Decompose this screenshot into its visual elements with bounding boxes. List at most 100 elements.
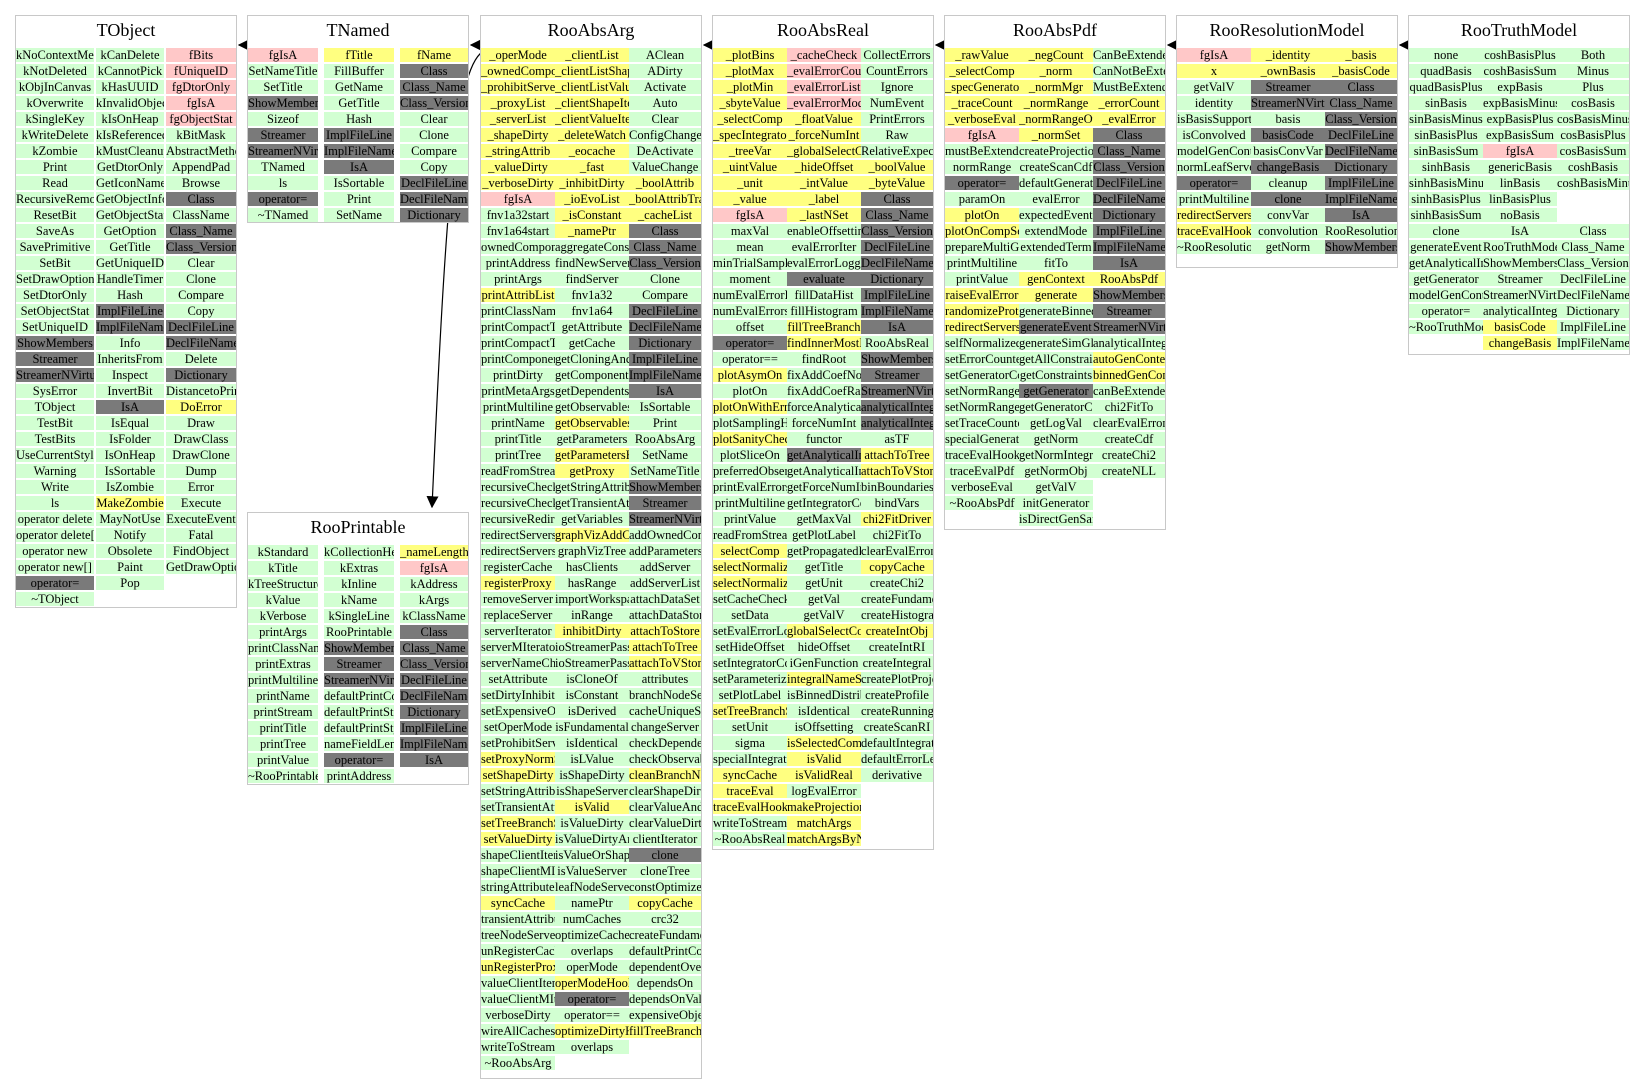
member-cell: namePtr: [555, 896, 629, 910]
member-cell: _value: [713, 192, 787, 206]
member-cell: _boolValue: [861, 160, 933, 174]
member-cell: PrintErrors: [861, 112, 933, 126]
member-cell: isBasisSupported: [1177, 112, 1251, 126]
member-cell: changeBasis: [1251, 160, 1325, 174]
member-column: CanBeExtended CanNotBeExtended MustBeExten…: [1093, 48, 1165, 480]
member-column: fgIsA x getValV identity isBasisSupported isC…: [1177, 48, 1251, 256]
member-cell: _label: [787, 192, 861, 206]
member-cell: defaultPrintContents: [629, 944, 701, 958]
member-cell: IsA: [96, 400, 164, 414]
member-cell: kSingleKey: [16, 112, 94, 126]
member-cell: kObjInCanvas: [16, 80, 94, 94]
member-cell: operator=: [248, 192, 318, 206]
member-cell: cosBasisPlus: [1557, 128, 1629, 142]
member-cell: operator=: [713, 336, 787, 350]
member-cell: IsA: [400, 753, 468, 767]
member-cell: operator=: [1409, 304, 1483, 318]
member-cell: generateBinned: [1019, 304, 1093, 318]
member-cell: transientAttributes: [481, 912, 555, 926]
member-cell: operator=: [945, 176, 1019, 190]
member-cell: StreamerNVirtual: [861, 384, 933, 398]
member-cell: FillBuffer: [324, 64, 394, 78]
member-cell: createProfile: [861, 688, 933, 702]
member-cell: cosBasis: [1557, 96, 1629, 110]
member-cell: getComponents: [555, 368, 629, 382]
member-cell: _boolAttrib: [629, 176, 701, 190]
member-cell: noBasis: [1483, 208, 1557, 222]
member-cell: ImplFileLine: [1325, 176, 1397, 190]
member-cell: getAnalyticalIntegral: [1409, 256, 1483, 270]
member-cell: numEvalErrors: [713, 304, 787, 318]
member-cell: isConvolved: [1177, 128, 1251, 142]
member-cell: addParameters: [629, 544, 701, 558]
member-cell: getProxy: [555, 464, 629, 478]
member-cell: getVal: [787, 592, 861, 606]
member-cell: defaultErrorLevel: [861, 752, 933, 766]
member-cell: copyCache: [629, 896, 701, 910]
member-cell: hideOffset: [787, 640, 861, 654]
member-cell: ImplFileLine: [400, 721, 468, 735]
member-cell: expBasisSum: [1483, 128, 1557, 142]
member-cell: coshBasisMinus: [1557, 176, 1629, 190]
member-cell: canBeExtended: [1093, 384, 1165, 398]
member-cell: recursiveRedirectServers: [481, 512, 555, 526]
member-cell: evalError: [1019, 192, 1093, 206]
member-cell: operator=: [1177, 176, 1251, 190]
member-cell: findNewServer: [555, 256, 629, 270]
member-cell: IsZombie: [96, 480, 164, 494]
member-cell: Dictionary: [400, 208, 468, 222]
member-cell: defaultPrintContents: [324, 689, 394, 703]
member-cell: changeServer: [629, 720, 701, 734]
member-cell: ShowMembers: [1325, 240, 1397, 254]
member-cell: dependsOn: [629, 976, 701, 990]
member-cell: normRange: [945, 160, 1019, 174]
member-cell: selfNormalized: [945, 336, 1019, 350]
member-cell: ShowMembers: [861, 352, 933, 366]
member-cell: getGenerator: [1409, 272, 1483, 286]
member-cell: isDirectGenSafe: [1019, 512, 1093, 526]
member-cell: _clientListShape: [555, 64, 629, 78]
member-cell: InheritsFrom: [96, 352, 164, 366]
member-cell: forceNumInt: [787, 416, 861, 430]
member-cell: GetObjectInfo: [96, 192, 164, 206]
member-cell: Delete: [166, 352, 236, 366]
member-cell: _verboseDirty: [481, 176, 555, 190]
member-cell: setIntegratorConfig: [713, 656, 787, 670]
member-cell: _plotMin: [713, 80, 787, 94]
member-cell: DeclFileLine: [1325, 128, 1397, 142]
class-box-tobject: TObjectkNoContextMenukNotDeletedkObjInCa…: [15, 15, 237, 608]
member-cell: ResetBit: [16, 208, 94, 222]
member-column: fName Class Class_Name Class_Version Clear Cl…: [400, 48, 468, 224]
member-cell: SetObjectStat: [16, 304, 94, 318]
member-cell: StreamerNVirtual: [16, 368, 94, 382]
member-cell: SetName: [629, 448, 701, 462]
member-cell: ShowMembers: [1483, 256, 1557, 270]
member-cell: GetObjectStat: [96, 208, 164, 222]
member-cell: integralNameSuffix: [787, 672, 861, 686]
member-cell: isValid: [555, 800, 629, 814]
member-cell: Auto: [629, 96, 701, 110]
member-cell: _selectComp: [945, 64, 1019, 78]
member-cell: selectNormalization: [713, 560, 787, 574]
member-cell: isCloneOf: [555, 672, 629, 686]
member-cell: isConstant: [555, 688, 629, 702]
member-cell: stringAttributes: [481, 880, 555, 894]
class-box-rooprintable: RooPrintable kStandard kTitle kTreeStructur…: [247, 512, 469, 785]
member-cell: sinhBasisMinus: [1409, 176, 1483, 190]
member-cell: linBasisPlus: [1483, 192, 1557, 206]
member-cell: kCanDelete: [96, 48, 164, 62]
member-cell: DistancetoPrimitive: [166, 384, 236, 398]
member-cell: fgIsA: [481, 192, 555, 206]
member-cell: getGenerator: [1019, 384, 1093, 398]
member-cell: setTreeBranchStatus: [713, 704, 787, 718]
member-cell: Activate: [629, 80, 701, 94]
member-cell: plotOnWithErrorBand: [713, 400, 787, 414]
member-cell: StreamerNVirtual: [248, 144, 318, 158]
member-cell: binnedGenContext: [1093, 368, 1165, 382]
member-cell: ImplFileLine: [861, 288, 933, 302]
member-cell: functor: [787, 432, 861, 446]
member-cell: getMaxVal: [787, 512, 861, 526]
member-cell: Class_Name: [400, 80, 468, 94]
member-cell: DeclFileName: [1093, 192, 1165, 206]
member-cell: clone: [629, 848, 701, 862]
